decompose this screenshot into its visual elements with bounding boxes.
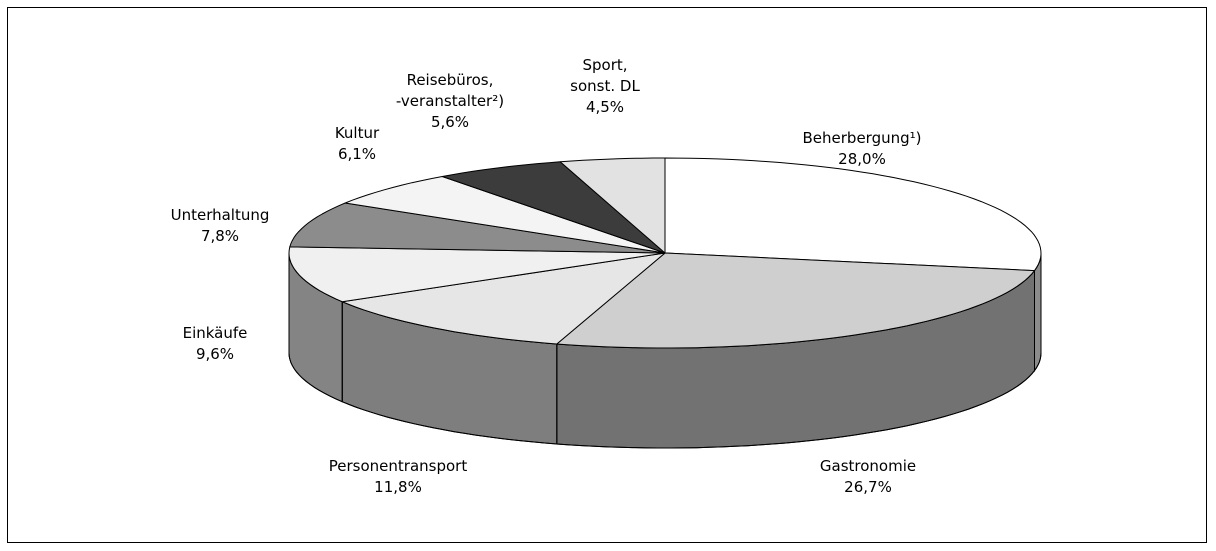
slice [344,176,666,254]
slice-label: Reisebüros, -veranstalter²) 5,6% [396,70,504,133]
value-label: 5,6% [430,113,470,131]
value-label: 11,8% [374,478,422,496]
slice [556,252,1035,349]
slice-label: Unterhaltung 7,8% [171,205,270,247]
category-label: Unterhaltung [170,206,270,224]
slice [288,246,666,303]
category-label: Gastronomie [819,457,917,475]
category-label: Personentransport [328,457,468,475]
slice-label: Kultur 6,1% [335,123,379,165]
category-label: Reisebüros, -veranstalter²) [395,71,505,110]
chart-frame [7,7,1207,543]
slice [341,252,666,345]
value-label: 26,7% [844,478,892,496]
category-label: Sport, sonst. DL [570,56,640,95]
value-label: 4,5% [585,98,625,116]
value-label: 7,8% [200,227,240,245]
slice-label: Einkäufe 9,6% [183,323,248,365]
value-label: 28,0% [838,150,886,168]
value-label: 6,1% [337,145,377,163]
slice-label: Gastronomie 26,7% [820,456,916,498]
slice [441,161,666,254]
slice-side-shade [1034,252,1042,373]
slice [289,202,666,254]
category-label: Kultur [334,124,380,142]
slice-label: Sport, sonst. DL 4,5% [570,55,640,118]
value-label: 9,6% [195,345,235,363]
slice-label: Personentransport 11,8% [329,456,467,498]
slice-label: Beherbergung¹) 28,0% [803,128,922,170]
slice [664,157,1042,272]
slice [559,157,666,254]
category-label: Einkäufe [182,324,248,342]
category-label: Beherbergung¹) [802,129,922,147]
